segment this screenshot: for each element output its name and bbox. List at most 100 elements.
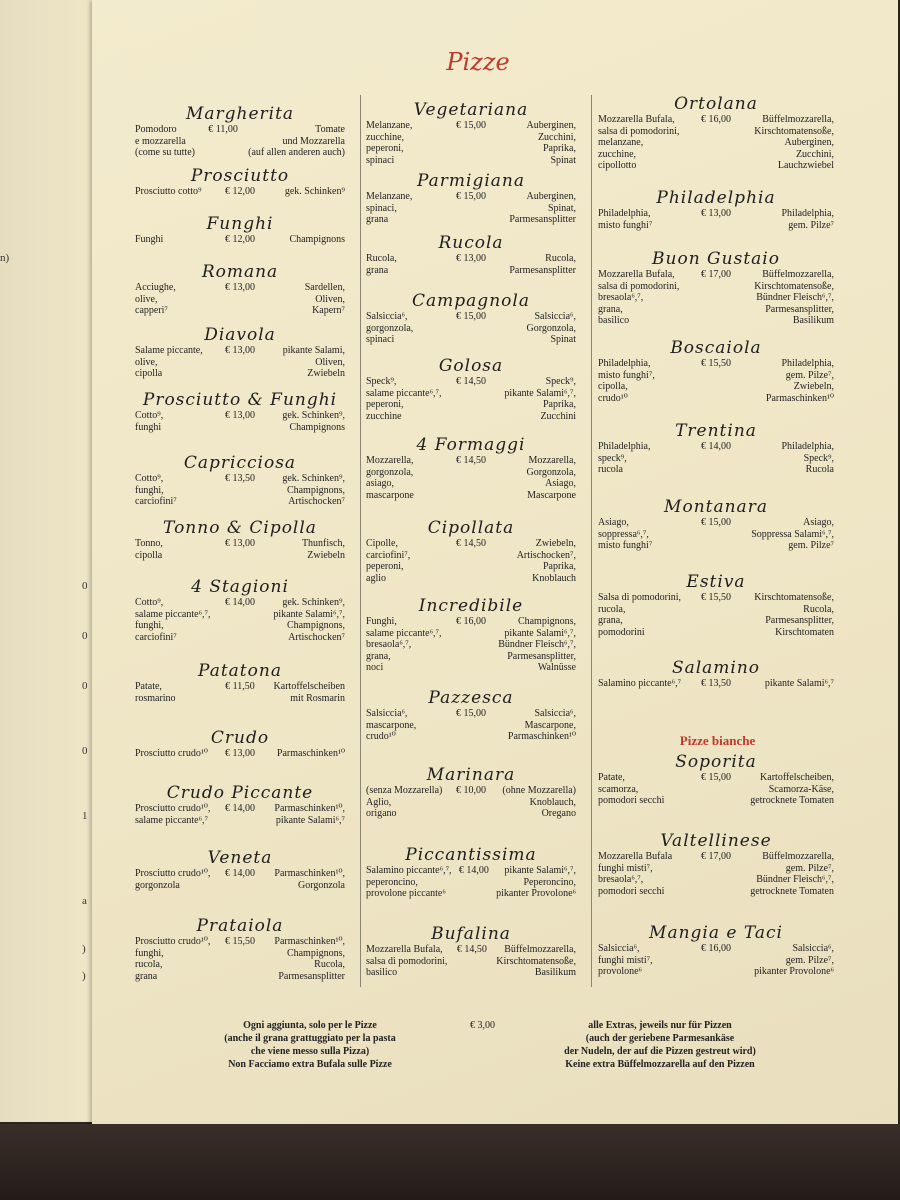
ingredients-german: Kirschtomatensoße, Rucola, Parmesansplitte… [741,592,834,638]
ingredient-line: Asiago, [545,478,576,489]
ingredient-line: Mozzarella, [528,455,576,466]
ingredient-line: Pomodoro [135,124,177,135]
ingredient-line: Scamorza-Käse, [768,783,834,795]
pizza-name: Vegetariana [413,100,529,120]
ingredients-italian: Salsiccia⁶, mascarpone, crudo¹⁰ [366,708,446,743]
ingredient-line: Sardellen, [304,282,345,293]
pizza-price: € 13,00 [225,748,255,759]
pizza-diavola: Diavola Salame piccante, olive, cipolla € 13… [135,325,345,380]
ingredients-italian: Patate, rosmarino [135,681,215,704]
pizza-name: Buon Gustaio [652,249,780,269]
ingredient-line: pikante Salami⁶,⁷, [504,865,576,876]
ingredient-line: carciofini⁷, [366,549,411,561]
ingredient-line: noci [366,662,384,673]
ingredients-italian: Prosciutto crudo¹⁰, salame piccante⁶,⁷ [135,803,215,826]
ingredient-line: speck⁹, [598,452,627,464]
pizza-4-formaggi: 4 Formaggi Mozzarella, gorgonzola, asiago, m… [366,435,576,501]
ingredients-german: Rucola, Parmesansplitter [496,253,576,276]
ingredient-line: cipollotto [598,160,637,171]
pizza-salamino: Salamino Salamino piccante⁶,⁷ € 13,50 pikan… [598,658,834,690]
ingredient-line: rosmarino [135,692,176,704]
ingredient-line: grana, [598,615,623,626]
ingredient-line: misto funghi⁷ [598,219,653,231]
ingredient-line: cipolla, [598,381,628,392]
ingredient-line: cipolla [135,549,163,561]
ingredient-line: getrocknete Tomaten [750,885,834,897]
pizza-price: € 14,00 [701,441,731,452]
ingredient-line: pikante Salami⁶,⁷, [273,608,345,620]
ingredient-line: bresaola⁶,⁷, [598,874,644,885]
ingredient-line: salsa di pomodorini, [598,125,680,137]
pizza-name: Montanara [664,497,768,517]
section-heading-pizze-bianche: Pizze bianche [679,733,756,748]
ingredients-german: Parmaschinken¹⁰, Gorgonzola [265,868,345,891]
ingredient-line: Patate, [598,772,625,783]
ingredient-line: Soppressa Salami⁶,⁷, [751,528,834,540]
pizza-name: Salamino [671,658,761,678]
pizza-price: € 11,50 [225,681,255,692]
pizza-marinara: Marinara (senza Mozzarella) Aglio, origano €… [366,765,576,820]
ingredients-italian: Melanzane, zucchine, peperoni, spinaci [366,120,446,166]
ingredient-line: (auf allen anderen auch) [248,147,345,158]
ingredient-line: provolone piccante⁶ [366,888,446,899]
ingredient-line: pikante Salami⁶,⁷ [275,814,345,826]
ingredient-line: Parmesansplitter [278,970,345,982]
ingredient-line: salame piccante⁶,⁷ [135,814,209,826]
ingredient-line: Mozzarella Bufala, [598,269,675,280]
ingredient-line: Kirschtomatensoße, [496,955,576,967]
ingredients-italian: Prosciutto crudo¹⁰, funghi, rucola, grana [135,936,215,982]
adjacent-page-text-fragment: 1 [82,810,88,822]
ingredient-line: Mozzarella, [366,455,414,466]
pizza-parmigiana: Parmigiana Melanzane, spinaci, grana € 15,00… [366,171,576,226]
ingredient-line: Cotto⁹, [135,597,164,608]
pizza-price: € 15,00 [456,708,486,719]
pizza-price: € 16,00 [701,114,731,125]
ingredients-german: pikante Salami⁶,⁷, Peperoncino, pikanter P… [496,865,576,900]
ingredient-line: rucola, [598,603,626,615]
pizza-name: Ortolana [674,94,758,114]
ingredient-line: Peperoncino, [523,876,577,888]
ingredients-german: Speck⁹, pikante Salami⁶,⁷, Paprika, Zucchin… [496,376,576,422]
pizza-soporita: Soporita Patate, scamorza, pomodori secchi €… [598,752,834,807]
pizza-price: € 13,00 [225,345,255,356]
ingredient-line: Parmesansplitter [509,214,576,225]
ingredient-line: Mozzarella Bufala, [366,944,443,955]
pizza-name: Romana [201,262,279,282]
footer-extras-italian: Ogni aggiunta, solo per le Pizze (anche … [190,1019,430,1071]
ingredient-line: Parmaschinken¹⁰, [274,803,345,814]
ingredients-german: Thunfisch, Zwiebeln [265,538,345,561]
ingredient-line: Thunfisch, [301,538,345,549]
pizza-pazzesca: Pazzesca Salsiccia⁶, mascarpone, crudo¹⁰ € 1… [366,688,576,743]
pizza-price: € 13,00 [225,410,255,421]
ingredients-italian: Salsiccia⁶, gorgonzola, spinaci [366,311,446,346]
ingredients-italian: Salamino piccante⁶,⁷ [598,678,691,690]
pizza-name: Crudo [210,728,270,748]
ingredient-line: (senza Mozzarella) [366,785,443,796]
ingredients-italian: Cotto⁹, funghi [135,410,215,433]
ingredient-line: Büffelmozzarella, [762,114,834,125]
ingredient-line: Philadelphia, [598,208,651,219]
ingredient-line: Prosciutto crudo¹⁰, [135,803,211,814]
column-divider [591,95,592,987]
footer-line: (anche il grana grattuggiato per la past… [224,1033,396,1044]
ingredient-line: Prosciutto crudo¹⁰ [135,748,208,759]
ingredient-line: Cotto⁹, [135,410,164,421]
pizza-name: Bufalina [431,924,511,944]
pizza-price: € 13,00 [701,208,731,219]
ingredient-line: Kirschtomaten [775,626,834,638]
ingredients-german: Mozzarella, Gorgonzola, Asiago, Mascarpone [496,455,576,501]
ingredients-italian: Cotto⁹, funghi, carciofini⁷ [135,473,215,508]
ingredient-line: Auberginen, [526,191,576,202]
ingredient-line: crudo¹⁰ [598,392,628,404]
ingredients-german: Philadelphia, gem. Pilze⁷, Zwiebeln, Parmas… [741,358,834,404]
pizza-price: € 13,00 [225,538,255,549]
ingredient-line: gorgonzola [135,879,180,891]
adjacent-page-text-fragment: 0 [82,630,88,642]
pizza-price: € 14,00 [225,803,255,814]
ingredients-italian: Prosciutto crudo¹⁰ [135,748,215,760]
ingredient-line: Funghi, [366,616,397,627]
pizza-buon-gustaio: Buon Gustaio Mozzarella Bufala, salsa di p… [598,249,834,327]
pizza-name: Margherita [185,104,295,124]
table-surface [0,1124,900,1200]
ingredient-line: Zwiebeln, [535,538,576,549]
